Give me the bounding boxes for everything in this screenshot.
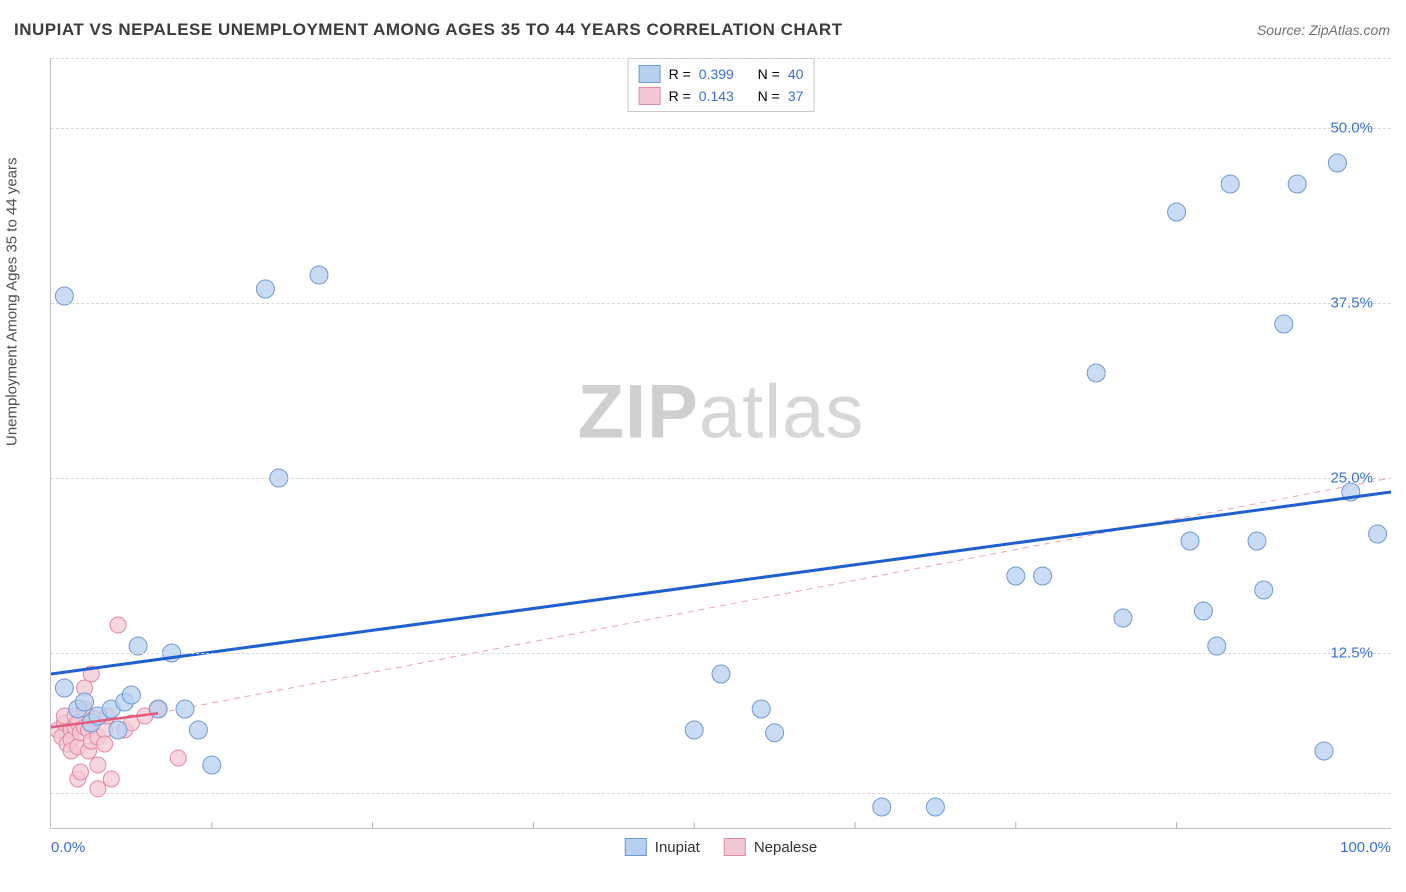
legend-label: Nepalese xyxy=(754,839,817,856)
correlation-legend: R = 0.399 N = 40 R = 0.143 N = 37 xyxy=(628,58,815,112)
legend-label: Inupiat xyxy=(655,839,700,856)
stat-r-label: R = xyxy=(669,85,691,107)
x-tick-label: 0.0% xyxy=(51,839,85,856)
swatch-nepalese xyxy=(724,838,746,856)
swatch-nepalese xyxy=(639,87,661,105)
series-legend: Inupiat Nepalese xyxy=(625,838,817,856)
legend-item-nepalese: Nepalese xyxy=(724,838,817,856)
stat-r-value-inupiat: 0.399 xyxy=(699,63,734,85)
x-tick-label: 100.0% xyxy=(1340,839,1391,856)
chart-svg xyxy=(51,58,1391,828)
chart-title: INUPIAT VS NEPALESE UNEMPLOYMENT AMONG A… xyxy=(14,20,843,40)
y-tick-label: 25.0% xyxy=(1330,470,1373,487)
source-attribution: Source: ZipAtlas.com xyxy=(1257,22,1390,38)
stat-r-value-nepalese: 0.143 xyxy=(699,85,734,107)
y-axis-title: Unemployment Among Ages 35 to 44 years xyxy=(4,157,21,446)
correlation-legend-row: R = 0.143 N = 37 xyxy=(639,85,804,107)
legend-item-inupiat: Inupiat xyxy=(625,838,700,856)
stat-n-value-nepalese: 37 xyxy=(788,85,804,107)
swatch-inupiat xyxy=(639,65,661,83)
stat-r-label: R = xyxy=(669,63,691,85)
swatch-inupiat xyxy=(625,838,647,856)
stat-n-label: N = xyxy=(758,63,780,85)
y-tick-label: 50.0% xyxy=(1330,120,1373,137)
plot-area: ZIPatlas R = 0.399 N = 40 R = 0.143 N = … xyxy=(50,58,1391,829)
y-tick-label: 12.5% xyxy=(1330,645,1373,662)
stat-n-label: N = xyxy=(758,85,780,107)
stat-n-value-inupiat: 40 xyxy=(788,63,804,85)
y-tick-label: 37.5% xyxy=(1330,295,1373,312)
correlation-legend-row: R = 0.399 N = 40 xyxy=(639,63,804,85)
